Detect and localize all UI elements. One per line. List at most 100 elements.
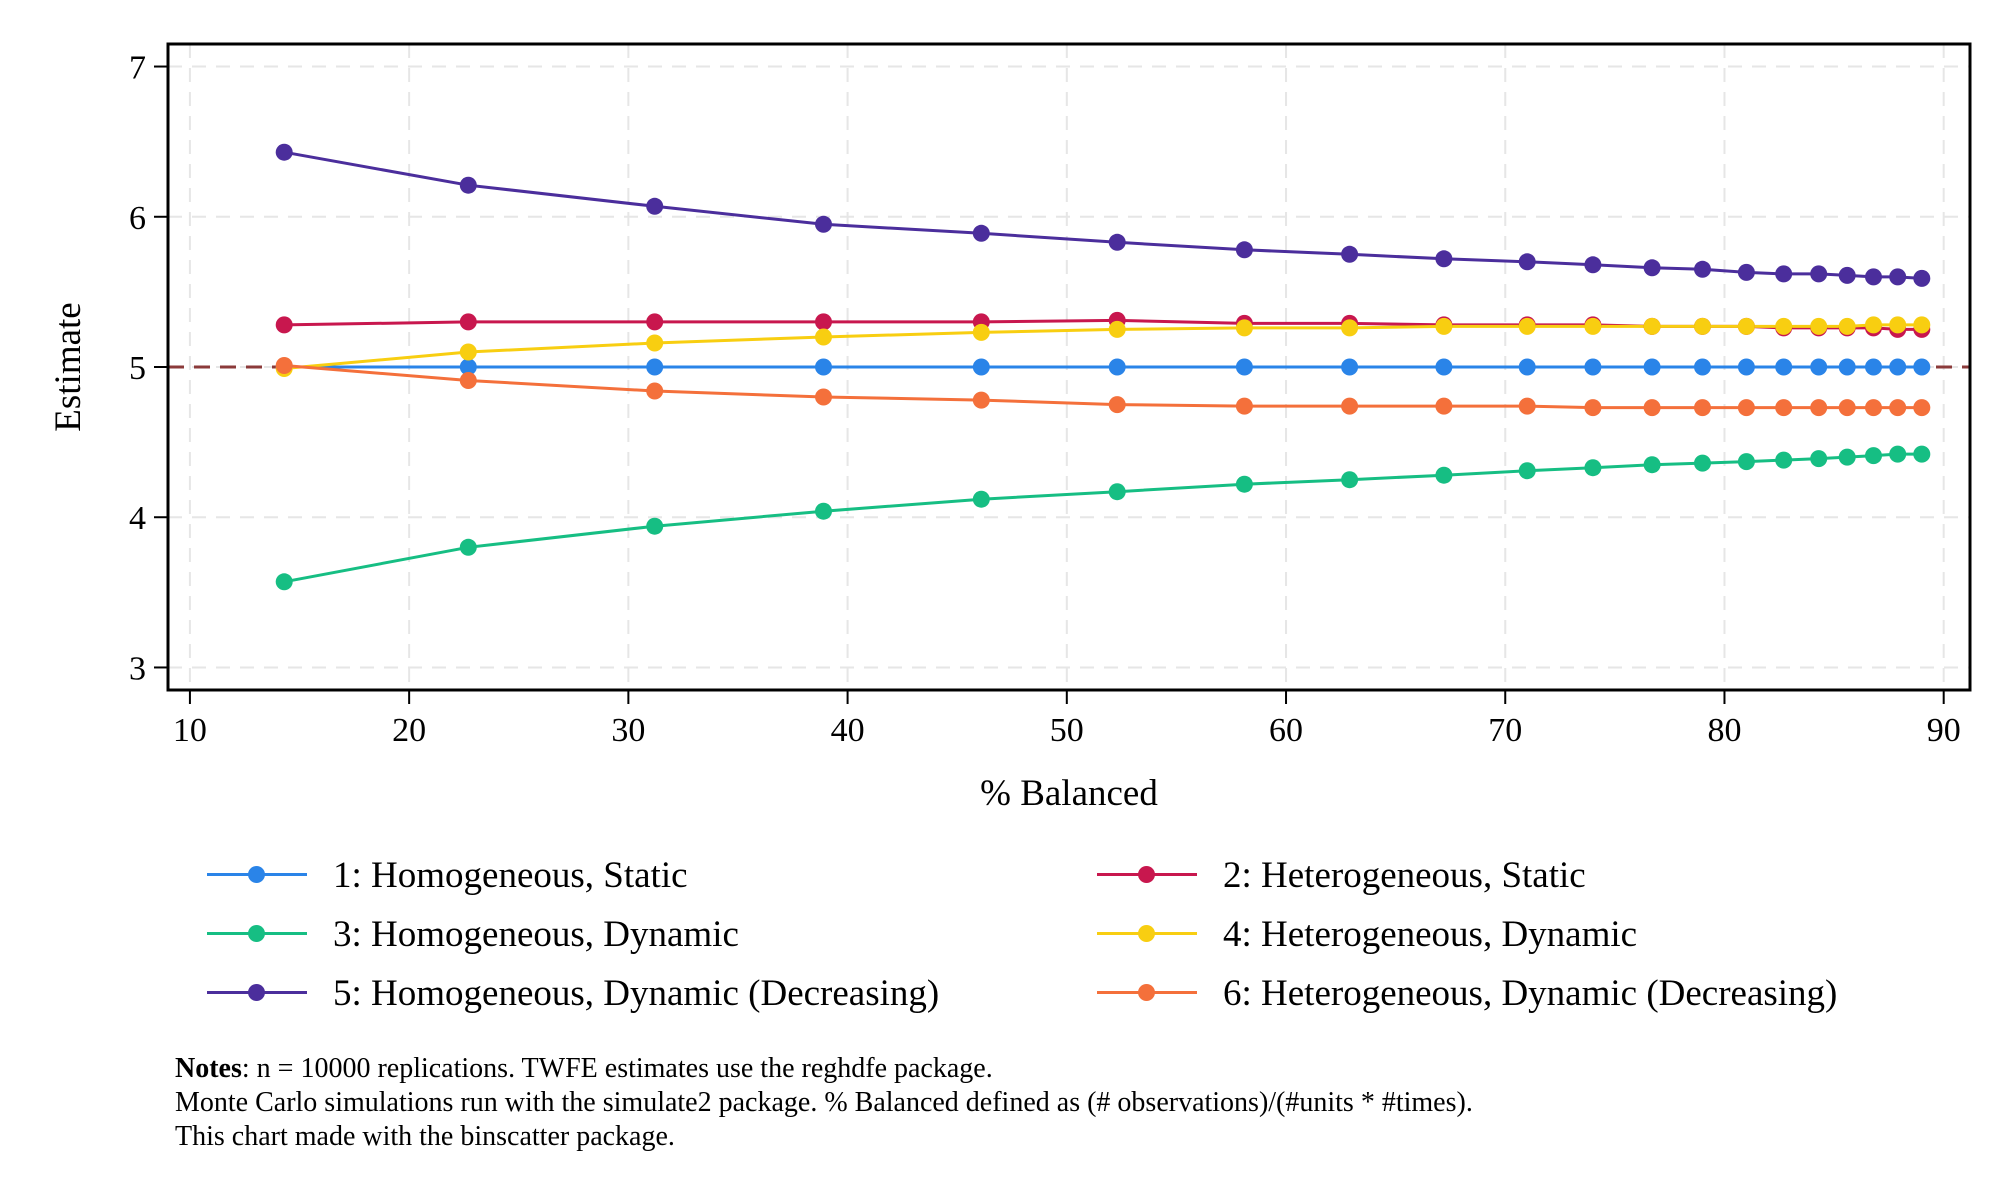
series-6-point xyxy=(459,372,477,389)
x-tick-label: 60 xyxy=(1269,712,1303,749)
series-6-point xyxy=(1810,399,1828,417)
series-6-point xyxy=(646,382,664,400)
series-1-point xyxy=(1838,358,1856,376)
series-1-point xyxy=(459,358,477,376)
series-6-point xyxy=(1584,399,1602,417)
series-1-point xyxy=(1235,358,1253,376)
series-3-point xyxy=(459,538,477,556)
series-6-point xyxy=(1913,399,1931,417)
series-3-point xyxy=(1235,475,1253,493)
notes-line-1-text: : n = 10000 replications. TWFE estimates… xyxy=(241,1053,993,1084)
x-tick-label: 80 xyxy=(1707,712,1741,749)
series-5-point xyxy=(1889,268,1907,286)
x-tick-label: 50 xyxy=(1050,712,1084,749)
legend-item-1: 1: Homogeneous, Static xyxy=(207,850,688,900)
series-1-point xyxy=(1518,358,1536,376)
series-3-point xyxy=(1810,450,1828,468)
series-6-point xyxy=(275,357,293,374)
legend-item-3: 3: Homogeneous, Dynamic xyxy=(207,909,739,959)
notes-line-3: This chart made with the binscatter pack… xyxy=(175,1121,675,1152)
legend-item-6: 6: Heterogeneous, Dynamic (Decreasing) xyxy=(1097,968,1837,1018)
series-5-point xyxy=(1643,259,1661,277)
series-4-point xyxy=(1108,320,1126,338)
series-6-point xyxy=(1235,397,1253,415)
series-4-point xyxy=(1694,317,1711,335)
notes-label: Notes xyxy=(175,1053,242,1084)
series-6-point xyxy=(1108,396,1126,414)
series-5-point xyxy=(1518,253,1536,271)
series-1-point xyxy=(1775,358,1793,376)
series-4-point xyxy=(646,334,664,352)
series-5-point xyxy=(1694,260,1711,278)
series-4-point xyxy=(1889,316,1907,334)
series-3-point xyxy=(1865,447,1882,465)
series-4-point xyxy=(1643,317,1661,335)
series-4-point xyxy=(1913,316,1931,334)
series-line-4 xyxy=(284,323,1922,370)
series-2-point xyxy=(275,316,293,334)
line-chart: 10 20 30 40 50 60 70 80 90 3 4 5 6 7 % Balanced Esti… xyxy=(48,42,1972,814)
x-tick-label: 90 xyxy=(1927,712,1961,749)
series-4-point xyxy=(1584,317,1602,335)
series-4-point xyxy=(1235,319,1253,337)
series-5-point xyxy=(646,197,664,215)
legend-swatch xyxy=(207,863,307,887)
series-3-point xyxy=(1341,471,1359,489)
series-3-point xyxy=(1584,459,1602,477)
series-6-point xyxy=(1643,399,1661,417)
series-6-point xyxy=(1889,399,1907,417)
series-6-point xyxy=(815,388,832,406)
legend-label: 3: Homogeneous, Dynamic xyxy=(333,913,739,955)
series-4-point xyxy=(1341,319,1359,337)
legend-swatch xyxy=(207,922,307,946)
legend-swatch xyxy=(1097,922,1197,946)
series-3-point xyxy=(646,517,664,535)
series-1-point xyxy=(1341,358,1359,376)
series-1-point xyxy=(1913,358,1931,376)
series-2-point xyxy=(459,313,477,331)
series-3-point xyxy=(1737,453,1755,471)
series-5-point xyxy=(1737,263,1755,281)
series-6-point xyxy=(1838,399,1856,417)
series-1-point xyxy=(1889,358,1907,376)
x-axis-ticks: 10 20 30 40 50 60 70 80 90 xyxy=(173,690,1961,749)
series-3-point xyxy=(1518,462,1536,480)
series-5-point xyxy=(815,215,832,233)
series-3-point xyxy=(275,573,293,591)
series-4-point xyxy=(1435,317,1453,335)
legend-label: 2: Heterogeneous, Static xyxy=(1223,854,1586,896)
series-6-point xyxy=(1435,397,1453,415)
series-5-point xyxy=(1913,269,1931,287)
series-6-point xyxy=(1775,399,1793,417)
series-4-point xyxy=(1775,317,1793,335)
x-tick-label: 70 xyxy=(1488,712,1522,749)
series-5-point xyxy=(459,176,477,194)
series-1-point xyxy=(1643,358,1661,376)
series-4-point xyxy=(815,328,832,346)
series-5-point xyxy=(972,224,990,242)
series-3-point xyxy=(1694,454,1711,472)
series-3-point xyxy=(1775,451,1793,469)
series-4-point xyxy=(972,323,990,341)
series-4-point xyxy=(1737,317,1755,335)
series-3-point xyxy=(972,490,990,508)
series-1-point xyxy=(972,358,990,376)
series-1-point xyxy=(646,358,664,376)
x-axis-title: % Balanced xyxy=(980,773,1158,814)
series-line-6 xyxy=(284,364,1922,410)
series-1-point xyxy=(815,358,832,376)
legend-label: 6: Heterogeneous, Dynamic (Decreasing) xyxy=(1223,972,1838,1014)
series-3-point xyxy=(1838,448,1856,466)
series-4-point xyxy=(1838,317,1856,335)
series-5-point xyxy=(1810,265,1828,283)
series-6-point xyxy=(1518,397,1536,415)
series-4-point xyxy=(1810,317,1828,335)
series-1-point xyxy=(1810,358,1828,376)
series-5-point xyxy=(1838,266,1856,284)
series-3-point xyxy=(1889,445,1907,463)
series-3-point xyxy=(1108,483,1126,501)
series-5-point xyxy=(1341,245,1359,263)
y-axis-title: Estimate xyxy=(48,302,89,431)
series-6-point xyxy=(1865,399,1882,417)
series-1-point xyxy=(1108,358,1126,376)
